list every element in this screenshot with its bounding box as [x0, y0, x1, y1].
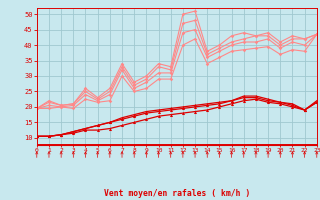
Text: Vent moyen/en rafales ( km/h ): Vent moyen/en rafales ( km/h ): [104, 189, 251, 198]
